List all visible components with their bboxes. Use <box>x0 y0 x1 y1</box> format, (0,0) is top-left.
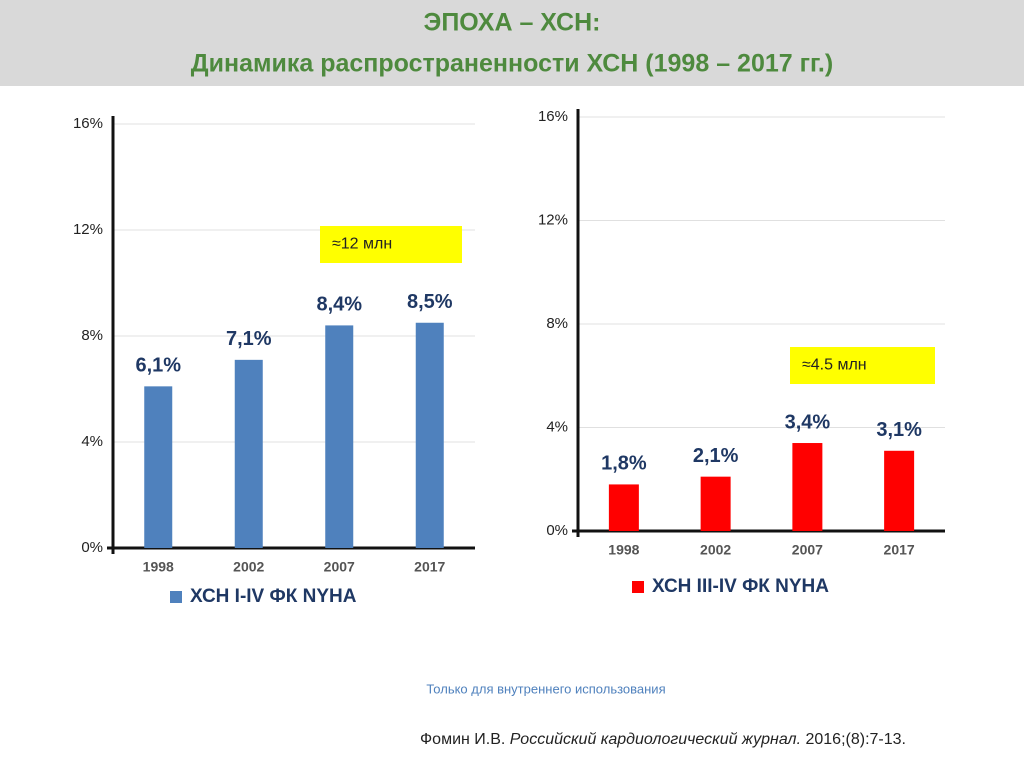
citation: Фомин И.В. Российский кардиологический ж… <box>420 731 906 748</box>
y-tick-label: 0% <box>81 539 103 556</box>
x-tick-label: 1998 <box>608 542 639 558</box>
header-band <box>0 0 1024 86</box>
value-label: 8,5% <box>407 291 453 313</box>
y-tick-label: 16% <box>73 115 103 132</box>
title-line: Динамика распространенности ХСН (1998 – … <box>191 50 833 78</box>
note: Только для внутреннего использования <box>426 681 665 696</box>
value-label: 6,1% <box>135 355 181 377</box>
title-line: ЭПОХА – ХСН: <box>424 9 601 37</box>
x-tick-label: 1998 <box>143 559 174 575</box>
citation-journal: Российский кардиологический журнал. <box>510 731 801 748</box>
value-label: 1,8% <box>601 453 647 475</box>
value-label: 2,1% <box>693 445 739 467</box>
x-tick-label: 2017 <box>414 559 445 575</box>
y-tick-label: 0% <box>546 522 568 539</box>
bar <box>608 484 639 531</box>
annotation-box <box>320 226 462 263</box>
x-tick-label: 2007 <box>792 542 823 558</box>
annotation: ≈12 млн <box>332 236 392 253</box>
y-tick-label: 8% <box>81 327 103 344</box>
y-tick-label: 12% <box>73 221 103 238</box>
y-tick-label: 4% <box>546 418 568 435</box>
legend-swatch <box>632 581 644 593</box>
bar <box>792 443 823 531</box>
x-tick-label: 2007 <box>324 559 355 575</box>
bar <box>144 386 173 548</box>
value-label: 3,1% <box>876 419 922 441</box>
x-tick-label: 2017 <box>884 542 915 558</box>
legend-label: ХСН III-IV ФК NYHA <box>652 576 829 597</box>
bar <box>415 322 444 548</box>
value-label: 7,1% <box>226 328 272 350</box>
citation-issue: 2016;(8):7-13. <box>805 731 906 748</box>
y-tick-label: 8% <box>546 315 568 332</box>
x-tick-label: 2002 <box>700 542 731 558</box>
y-tick-label: 16% <box>538 108 568 125</box>
y-tick-label: 4% <box>81 433 103 450</box>
annotation: ≈4.5 млн <box>802 357 867 374</box>
bar <box>884 450 915 531</box>
value-label: 8,4% <box>316 294 362 316</box>
x-tick-label: 2002 <box>233 559 264 575</box>
y-tick-label: 12% <box>538 211 568 228</box>
legend-label: ХСН I-IV ФК NYHA <box>190 586 357 607</box>
legend-swatch <box>170 591 182 603</box>
annotation-box <box>790 347 935 384</box>
bar <box>234 359 263 548</box>
bar <box>325 325 354 548</box>
value-label: 3,4% <box>785 411 831 433</box>
citation-author: Фомин И.В. <box>420 731 505 748</box>
bar <box>700 476 731 531</box>
